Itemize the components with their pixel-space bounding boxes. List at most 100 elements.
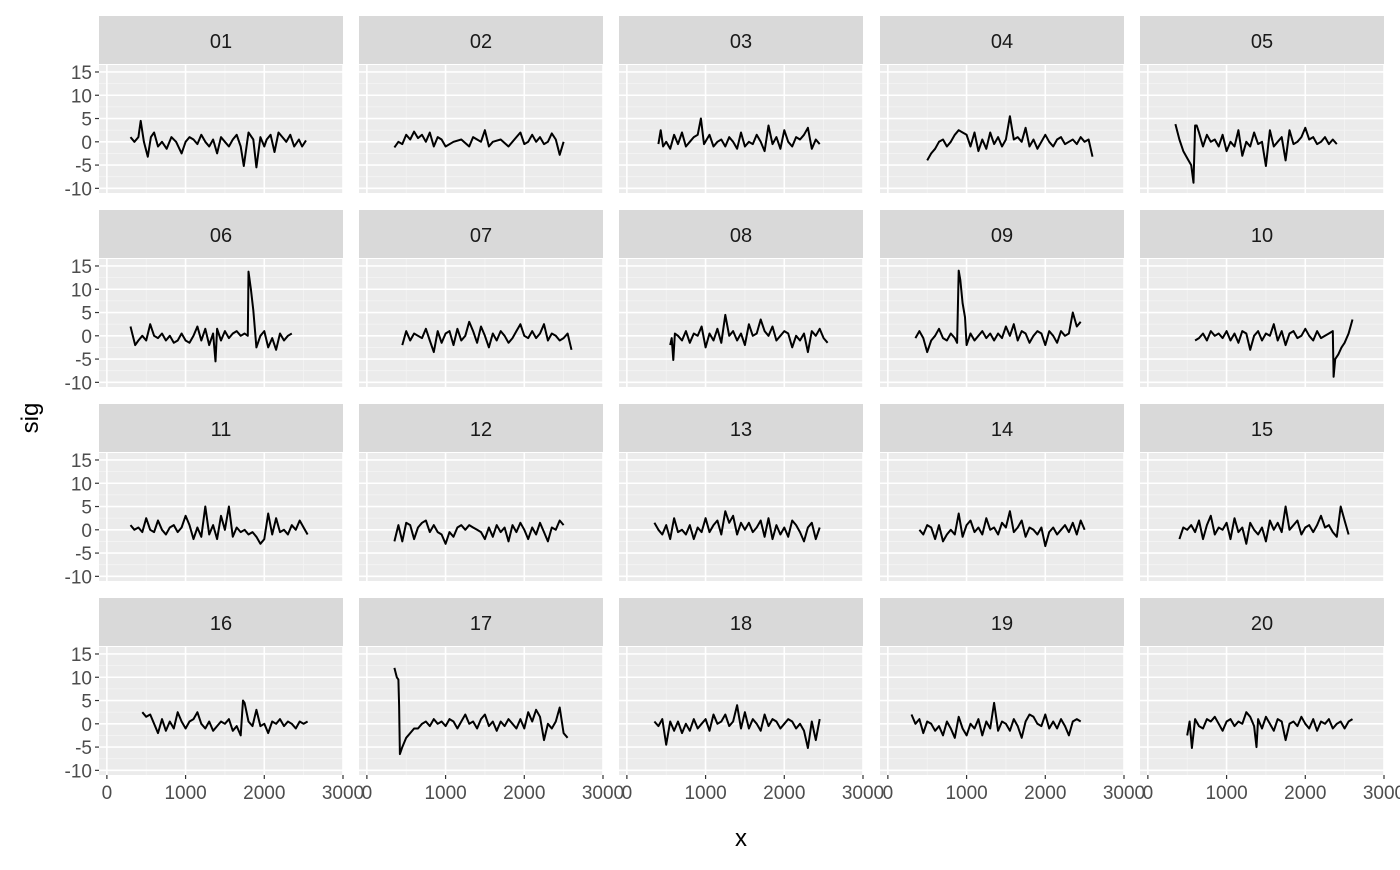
x-tick-label: 0 (622, 783, 633, 804)
facet-strip-label: 20 (1251, 613, 1273, 635)
series-line-05 (1174, 123, 1338, 184)
x-tick-label: 0 (102, 783, 113, 804)
series-line-19 (910, 701, 1082, 739)
y-tick-label: 15 (71, 63, 92, 84)
y-tick-label: -10 (65, 373, 92, 394)
x-tick-label: 3000 (1363, 783, 1400, 804)
x-tick-label: 3000 (582, 783, 624, 804)
panel-background (619, 65, 863, 193)
y-tick-label: 0 (81, 327, 92, 348)
series-line-16 (141, 699, 309, 737)
panel-background (99, 65, 343, 193)
panel-background (359, 65, 603, 193)
y-tick-label: 15 (71, 257, 92, 278)
x-tick-label: 1000 (945, 783, 987, 804)
facet-panel-17: 17 (359, 598, 604, 775)
series-line-03 (657, 117, 821, 153)
facet-panel-03: 03 (619, 16, 864, 193)
series-line-13 (653, 510, 821, 543)
panel-background (880, 647, 1124, 775)
facet-strip (880, 16, 1124, 64)
panel-background (359, 259, 603, 387)
x-tick-label: 1000 (1205, 783, 1247, 804)
facet-strip-label: 05 (1251, 31, 1273, 53)
panel-background (99, 647, 343, 775)
facet-panel-05: 05 (1140, 16, 1385, 193)
facet-strip (99, 210, 343, 258)
panel-background (619, 259, 863, 387)
facet-panel-16: 16 (99, 598, 344, 775)
facet-strip-label: 06 (210, 225, 232, 247)
y-tick-label: -10 (65, 761, 92, 782)
facet-strip-label: 02 (470, 31, 492, 53)
x-tick-label: 3000 (1103, 783, 1145, 804)
series-line-15 (1178, 505, 1350, 545)
x-tick-label: 3000 (322, 783, 364, 804)
facet-strip-label: 11 (211, 419, 232, 441)
facet-panel-14: 14 (880, 404, 1125, 581)
y-tick-label: 0 (81, 133, 92, 154)
series-line-09 (914, 269, 1082, 354)
y-tick-label: 5 (81, 304, 92, 325)
y-tick-label: 10 (71, 474, 92, 495)
y-tick-label: -10 (65, 179, 92, 200)
facet-panel-09: 09 (880, 210, 1125, 387)
series-line-14 (918, 510, 1086, 548)
facet-panel-04: 04 (880, 16, 1125, 193)
facet-strip (1140, 404, 1384, 452)
facet-panel-01: 01 (99, 16, 344, 193)
panel-background (1140, 259, 1384, 387)
x-tick-label: 0 (362, 783, 373, 804)
facet-strip (619, 16, 863, 64)
facet-panel-12: 12 (359, 404, 604, 581)
series-line-08 (669, 313, 829, 361)
series-line-20 (1186, 711, 1354, 749)
facet-strip-label: 19 (991, 613, 1013, 635)
facet-strip-label: 10 (1251, 225, 1273, 247)
panel-background (880, 453, 1124, 581)
x-tick-label: 1000 (684, 783, 726, 804)
facet-strip-label: 16 (210, 613, 232, 635)
facet-strip (359, 598, 603, 646)
facet-strip-label: 12 (470, 419, 492, 441)
facet-panel-07: 07 (359, 210, 604, 387)
series-line-06 (129, 270, 293, 363)
x-tick-label: 3000 (842, 783, 884, 804)
x-tick-label: 1000 (164, 783, 206, 804)
x-tick-label: 2000 (503, 783, 545, 804)
facet-panel-11: 11 (99, 404, 344, 581)
facet-strip-label: 08 (730, 225, 752, 247)
facet-panel-20: 20 (1140, 598, 1385, 775)
facet-panel-18: 18 (619, 598, 864, 775)
panel-background (99, 259, 343, 387)
y-tick-label: 15 (71, 451, 92, 472)
panel-background (359, 453, 603, 581)
facet-strip (359, 404, 603, 452)
panel-background (1140, 65, 1384, 193)
y-tick-label: 0 (81, 521, 92, 542)
x-tick-label: 2000 (1024, 783, 1066, 804)
facet-strip-label: 17 (470, 613, 492, 635)
facet-strip (880, 210, 1124, 258)
series-line-07 (401, 320, 573, 354)
series-line-10 (1194, 319, 1354, 378)
facet-strip (359, 16, 603, 64)
y-tick-label: -5 (75, 544, 92, 565)
facet-panel-15: 15 (1140, 404, 1385, 581)
facet-panel-02: 02 (359, 16, 604, 193)
panel-background (880, 259, 1124, 387)
series-line-18 (653, 704, 821, 749)
panel-background (359, 647, 603, 775)
panel-background (619, 647, 863, 775)
facet-strip-label: 03 (730, 31, 752, 53)
facet-strip-label: 15 (1251, 419, 1273, 441)
facet-strip-label: 09 (991, 225, 1013, 247)
x-tick-label: 2000 (763, 783, 805, 804)
facet-panel-10: 10 (1140, 210, 1385, 387)
y-axis-title: sig (17, 403, 44, 434)
facet-strip-label: 18 (730, 613, 752, 635)
panel-background (619, 453, 863, 581)
facet-strip (1140, 598, 1384, 646)
